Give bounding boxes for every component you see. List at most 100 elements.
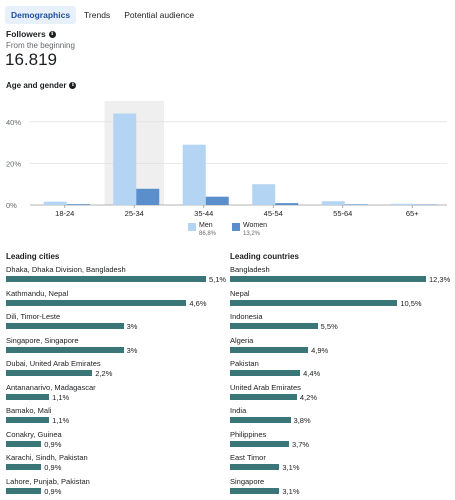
list-item-label: Pakistan	[230, 359, 259, 368]
info-icon[interactable]: i	[69, 82, 77, 89]
leading-countries-title: Leading countries	[230, 252, 299, 261]
list-item-label: Singapore, Singapore	[6, 335, 79, 345]
list-item: Kathmandu, Nepal 4,6%	[6, 289, 228, 313]
list-item-label: Dubai, United Arab Emirates	[6, 359, 101, 368]
info-icon[interactable]: i	[48, 30, 56, 38]
tab-bar: Demographics Trends Potential audience	[5, 6, 200, 24]
list-item-bar	[6, 487, 42, 494]
age-gender-title: Age and gender	[6, 81, 67, 90]
list-item: Bangladesh 12,3%	[230, 265, 452, 289]
list-item-label: Singapore	[230, 476, 265, 486]
x-tick-label: 18-24	[55, 209, 74, 218]
list-item: United Arab Emirates 4,2%	[230, 383, 452, 407]
list-item-value: 5,5%	[320, 322, 338, 331]
list-item-bar	[6, 370, 93, 376]
x-tick-label: 65+	[406, 209, 419, 218]
age-gender-chart: 0% 20% 40% 18-24 25-34 35-44 45-54 55-64 65+	[6, 101, 447, 218]
list-item: Dhaka, Dhaka Division, Bangladesh 5,1%	[6, 265, 228, 289]
list-item: Lahore, Punjab, Pakistan 0,9%	[6, 477, 228, 500]
list-item-bar	[230, 440, 289, 447]
list-item-label: Dili, Timor-Leste	[6, 312, 61, 321]
list-item-bar	[230, 393, 297, 400]
list-item-value: 4,4%	[303, 369, 321, 378]
list-item-bar	[230, 323, 318, 329]
list-item-bar	[230, 276, 426, 282]
list-item-value: 2,2%	[95, 369, 113, 378]
list-item-bar	[230, 417, 291, 423]
list-item-label: India	[230, 406, 247, 415]
list-item-label: Kathmandu, Nepal	[6, 288, 69, 298]
list-item-label: Lahore, Punjab, Pakistan	[6, 476, 90, 486]
legend-women-swatch	[232, 223, 240, 231]
list-item-label: Dhaka, Dhaka Division, Bangladesh	[6, 265, 126, 274]
list-item-bar	[6, 323, 124, 329]
list-item-label: Philippines	[230, 429, 267, 439]
list-item: Bamako, Mali 1,1%	[6, 406, 228, 430]
list-item-value: 4,9%	[311, 345, 329, 355]
list-item: Conakry, Guinea 0,9%	[6, 430, 228, 454]
leading-countries-list: Bangladesh 12,3% Nepal 10,5% Indonesia 5,5% Al…	[230, 265, 452, 500]
list-item-label: United Arab Emirates	[230, 382, 301, 392]
tab-demographics[interactable]: Demographics	[5, 6, 77, 24]
bar-men	[43, 201, 67, 205]
list-item-label: Nepal	[230, 288, 250, 298]
list-item: Karachi, Sindh, Pakistan 0,9%	[6, 453, 228, 477]
bar-women	[414, 204, 438, 206]
age-gender-heading: Age and gender i	[6, 81, 77, 90]
list-item-bar	[6, 393, 50, 400]
followers-subtitle: From the beginning	[6, 41, 75, 50]
list-item: Philippines 3,7%	[230, 430, 452, 454]
tab-potential-audience[interactable]: Potential audience	[124, 10, 195, 20]
bar-women	[136, 188, 160, 205]
y-tick-label: 40%	[6, 118, 21, 127]
bar-men	[113, 113, 137, 205]
x-tick-label: 55-64	[333, 209, 352, 218]
list-item-value: 0,9%	[44, 439, 62, 449]
list-item-bar	[230, 370, 301, 376]
list-item-label: Antananarivo, Madagascar	[6, 382, 96, 392]
list-item: East Timor 3,1%	[230, 453, 452, 477]
bar-women	[275, 203, 299, 205]
followers-count: 16.819	[5, 50, 57, 69]
leading-cities-list: Dhaka, Dhaka Division, Bangladesh 5,1% Kat…	[6, 265, 228, 500]
list-item-label: Bangladesh	[230, 265, 270, 274]
x-tick-label: 25-34	[125, 209, 144, 218]
list-item-label: Bamako, Mali	[6, 406, 52, 415]
list-item-bar	[6, 417, 50, 423]
list-item-value: 5,1%	[209, 275, 227, 284]
list-item: India 3,8%	[230, 406, 452, 430]
list-item: Pakistan 4,4%	[230, 359, 452, 383]
bar-men	[321, 201, 345, 205]
list-item-bar	[230, 487, 280, 494]
followers-heading: Followers i	[6, 29, 56, 39]
list-item: Dili, Timor-Leste 3%	[6, 312, 228, 336]
bar-women	[344, 204, 368, 205]
list-item-value: 3,1%	[282, 463, 300, 472]
list-item-label: East Timor	[230, 453, 266, 462]
list-item-bar	[230, 464, 280, 470]
list-item-value: 3%	[126, 322, 138, 331]
list-item-bar	[230, 299, 398, 306]
list-item-value: 4,2%	[299, 392, 318, 402]
list-item: Singapore 3,1%	[230, 477, 452, 500]
y-tick-label: 20%	[6, 159, 21, 168]
legend-women-label: Women	[243, 222, 267, 229]
list-item-label: Algeria	[230, 335, 254, 345]
list-item-bar	[6, 299, 187, 306]
bar-men	[182, 144, 206, 205]
list-item-value: 12,3%	[429, 275, 451, 284]
bar-men	[252, 184, 276, 205]
list-item-value: 0,9%	[44, 463, 62, 472]
list-item: Singapore, Singapore 3%	[6, 336, 228, 360]
list-item-bar	[6, 464, 42, 470]
tab-trends[interactable]: Trends	[84, 10, 111, 20]
bar-women	[205, 196, 229, 205]
list-item: Dubai, United Arab Emirates 2,2%	[6, 359, 228, 383]
list-item-value: 1,1%	[52, 416, 70, 425]
list-item: Indonesia 5,5%	[230, 312, 452, 336]
x-tick-label: 35-44	[194, 209, 213, 218]
bar-men	[391, 203, 415, 205]
x-tick-label: 45-54	[264, 209, 283, 218]
list-item-value: 4,6%	[189, 298, 207, 308]
list-item-value: 1,1%	[52, 392, 70, 402]
